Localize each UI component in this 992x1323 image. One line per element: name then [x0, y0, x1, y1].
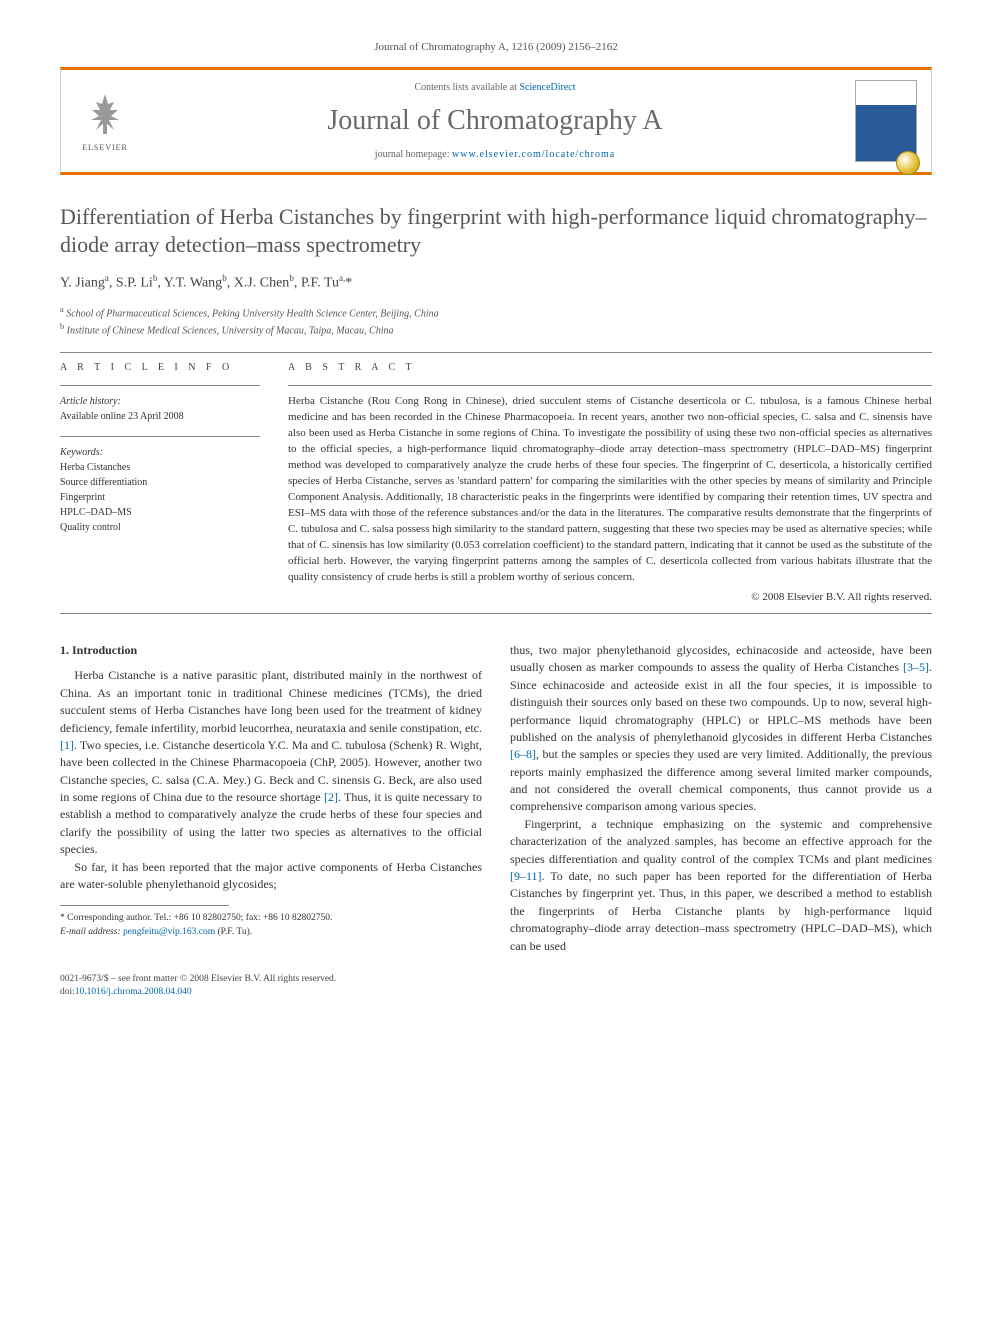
keyword: Fingerprint [60, 490, 260, 505]
top-rule [60, 352, 932, 353]
citation-link[interactable]: [3–5] [903, 660, 929, 674]
article-history: Article history: Available online 23 Apr… [60, 394, 260, 424]
history-value: Available online 23 April 2008 [60, 409, 260, 424]
info-abstract-row: A R T I C L E I N F O Article history: A… [60, 361, 932, 605]
corresponding-author-footnote: * Corresponding author. Tel.: +86 10 828… [60, 912, 482, 939]
journal-name: Journal of Chromatography A [149, 101, 841, 140]
body-paragraph: Herba Cistanche is a native parasitic pl… [60, 667, 482, 858]
keyword: Quality control [60, 520, 260, 535]
keyword: HPLC–DAD–MS [60, 505, 260, 520]
citation-link[interactable]: [2] [324, 790, 338, 804]
doi-line: doi:10.1016/j.chroma.2008.04.040 [60, 986, 932, 999]
citation-link[interactable]: [6–8] [510, 747, 536, 761]
doi-prefix: doi: [60, 987, 75, 997]
keyword: Herba Cistanches [60, 460, 260, 475]
article-title: Differentiation of Herba Cistanches by f… [60, 203, 932, 258]
keywords-block: Keywords: Herba Cistanches Source differ… [60, 445, 260, 535]
affiliation-a: a School of Pharmaceutical Sciences, Pek… [60, 304, 932, 321]
citation-link[interactable]: [1] [60, 738, 74, 752]
sciencedirect-link[interactable]: ScienceDirect [519, 82, 575, 93]
masthead-center: Contents lists available at ScienceDirec… [149, 81, 841, 162]
publisher-logo: ELSEVIER [75, 86, 135, 156]
info-rule-1 [60, 385, 260, 386]
email-label: E-mail address: [60, 927, 121, 937]
body-two-column: 1. Introduction Herba Cistanche is a nat… [60, 642, 932, 955]
keyword: Source differentiation [60, 475, 260, 490]
abstract-heading: A B S T R A C T [288, 361, 932, 375]
history-label: Article history: [60, 394, 260, 409]
email-suffix: (P.F. Tu). [217, 927, 252, 937]
issn-line: 0021-9673/$ – see front matter © 2008 El… [60, 973, 932, 986]
homepage-prefix: journal homepage: [375, 149, 452, 160]
journal-homepage-line: journal homepage: www.elsevier.com/locat… [149, 148, 841, 162]
affiliation-b-text: Institute of Chinese Medical Sciences, U… [67, 325, 394, 336]
contents-available-line: Contents lists available at ScienceDirec… [149, 81, 841, 95]
corr-email-line: E-mail address: pengfeitu@vip.163.com (P… [60, 926, 482, 939]
abstract-rule [288, 385, 932, 386]
header-citation: Journal of Chromatography A, 1216 (2009)… [60, 40, 932, 55]
article-info-heading: A R T I C L E I N F O [60, 361, 260, 375]
abstract-column: A B S T R A C T Herba Cistanche (Rou Con… [288, 361, 932, 605]
body-paragraph: So far, it has been reported that the ma… [60, 859, 482, 894]
keywords-label: Keywords: [60, 445, 260, 460]
contents-prefix: Contents lists available at [414, 82, 519, 93]
elsevier-tree-icon [82, 90, 128, 140]
citation-link[interactable]: [9–11] [510, 869, 542, 883]
footnote-separator [60, 905, 229, 906]
article-info-column: A R T I C L E I N F O Article history: A… [60, 361, 260, 605]
journal-cover-thumbnail [855, 80, 917, 162]
info-rule-2 [60, 436, 260, 437]
bottom-rule [60, 613, 932, 614]
affiliations: a School of Pharmaceutical Sciences, Pek… [60, 304, 932, 339]
journal-homepage-link[interactable]: www.elsevier.com/locate/chroma [452, 149, 615, 160]
doi-link[interactable]: 10.1016/j.chroma.2008.04.040 [75, 987, 192, 997]
corr-author-line: * Corresponding author. Tel.: +86 10 828… [60, 912, 482, 925]
journal-masthead: ELSEVIER Contents lists available at Sci… [60, 67, 932, 175]
body-paragraph: thus, two major phenylethanoid glycoside… [510, 642, 932, 816]
section-1-title: 1. Introduction [60, 642, 482, 659]
abstract-copyright: © 2008 Elsevier B.V. All rights reserved… [288, 590, 932, 605]
page-footer: 0021-9673/$ – see front matter © 2008 El… [60, 973, 932, 1000]
author-list: Y. Jianga, S.P. Lib, Y.T. Wangb, X.J. Ch… [60, 272, 932, 293]
affiliation-b: b Institute of Chinese Medical Sciences,… [60, 321, 932, 338]
body-paragraph: Fingerprint, a technique emphasizing on … [510, 816, 932, 955]
abstract-text: Herba Cistanche (Rou Cong Rong in Chines… [288, 394, 932, 585]
publisher-name: ELSEVIER [82, 142, 128, 153]
affiliation-a-text: School of Pharmaceutical Sciences, Pekin… [66, 308, 438, 319]
corr-email-link[interactable]: pengfeitu@vip.163.com [123, 927, 215, 937]
